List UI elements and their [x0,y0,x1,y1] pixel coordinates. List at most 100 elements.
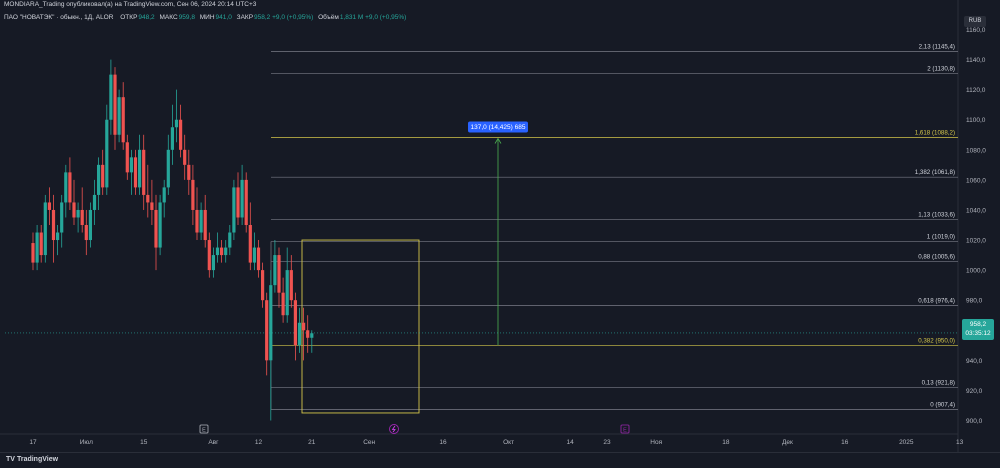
time-tick-label: Ноя [650,439,662,446]
time-tick-label: 16 [439,439,447,446]
candle-body [224,247,228,256]
volume-value: 1,831 M +9,0 (+0,95%) [339,14,407,21]
candle-body [256,247,261,271]
candle-body [191,179,195,210]
high-label: МАКС [159,14,178,21]
candle-body [310,333,314,338]
candle-body [236,187,240,218]
candle-body [240,179,244,218]
open-label: ОТКР [120,14,138,21]
price-tick-label: 1160,0 [966,27,986,34]
candle-body [88,209,92,241]
price-axis-panel [958,0,1000,452]
candle-body [68,172,72,203]
candle-body [183,149,187,165]
candle-body [43,202,47,256]
candle-body [117,97,121,135]
price-tick-label: 1140,0 [966,57,986,64]
open-value: 948,2 [138,14,155,21]
candle-body [72,202,76,218]
price-tick-label: 1040,0 [966,207,986,214]
candle-body [142,149,146,195]
fib-level-label: 2 (1130,8) [927,65,955,72]
time-tick-label: Авг [208,439,219,446]
lightning-icon [391,425,396,433]
price-tick-label: 920,0 [966,388,983,395]
time-tick-label: 21 [308,439,316,446]
candle-body [248,225,252,263]
candle-body [92,194,97,210]
candle-body [133,157,138,188]
candle-body [174,119,179,128]
candle-body [170,127,174,150]
tradingview-logo[interactable]: TV TradingView [6,456,58,463]
candle-body [195,209,199,233]
time-tick-label: 18 [722,439,730,446]
fib-level-label: 1,382 (1061,8) [915,169,955,176]
time-tick-label: 12 [255,439,263,446]
close-value: 958,2 +9,0 (+0,95%) [254,14,314,21]
candle-body [60,202,64,233]
symbol-name[interactable]: ПАО "НОВАТЭК" · обыкн., 1Д, ALOR [4,14,114,21]
candle-body [125,142,129,173]
candle-body [31,243,35,263]
time-tick-label: 14 [566,439,574,446]
fib-level-label: 2,13 (1145,4) [919,43,955,50]
time-tick-label: Дек [782,439,793,446]
candle-body [47,202,51,210]
time-tick-label: 23 [603,439,611,446]
candle-body [302,322,306,331]
candle-body [285,270,289,316]
highlight-rectangle [301,239,420,414]
candle-body [64,172,68,203]
price-tick-label: 1020,0 [966,238,986,245]
price-tick-label: 1100,0 [966,117,986,124]
candle-body [220,247,224,256]
time-tick-label: 17 [29,439,37,446]
candle-body [76,209,80,218]
event-marker-icon [199,424,209,434]
candle-body [101,164,105,188]
bar-countdown: 03:35:12 [965,330,991,337]
price-tick-label: 900,0 [966,418,983,425]
candle-body [35,232,39,263]
time-tick-label: 13 [956,439,964,446]
measure-arrow-head [494,137,502,144]
high-value: 959,8 [178,14,195,21]
candle-body [158,202,162,248]
fib-level-label: 0,382 (950,0) [918,337,955,344]
candle-body [56,232,60,241]
candle-body [203,209,207,241]
dividend-event-icon [389,424,399,434]
tradingview-logo-text: TradingView [16,456,59,463]
last-price-tag: 958,2 03:35:12 [962,319,994,340]
low-value: 941,0 [215,14,232,21]
time-tick-label: 2025 [899,439,914,446]
candle-body [261,270,265,301]
candle-body [154,209,158,248]
price-tick-label: 1080,0 [966,147,986,154]
candle-body [105,119,109,188]
event-marker-letter: E [623,428,627,434]
price-tick-label: 940,0 [966,358,983,365]
candle-body [297,322,302,346]
currency-badge[interactable]: RUB [964,16,986,27]
tradingview-logo-icon: TV [6,456,15,463]
candle-body [138,149,142,188]
fib-level-label: 0,13 (921,8) [922,380,955,387]
price-tick-label: 1060,0 [966,177,986,184]
candle-body [306,330,310,338]
candle-body [51,209,56,241]
candle-body [84,225,88,241]
candle-body [232,187,236,233]
candle-body [166,149,170,188]
candle-body [211,255,215,271]
time-tick-label: 16 [841,439,849,446]
close-label: ЗАКР [236,14,254,21]
publisher-line: MONDIARA_Trading опубликовал(а) на Tradi… [4,1,257,8]
last-price-value: 958,2 [969,321,987,328]
candle-body [207,240,211,271]
fib-level-label: 0,618 (976,4) [918,298,955,305]
